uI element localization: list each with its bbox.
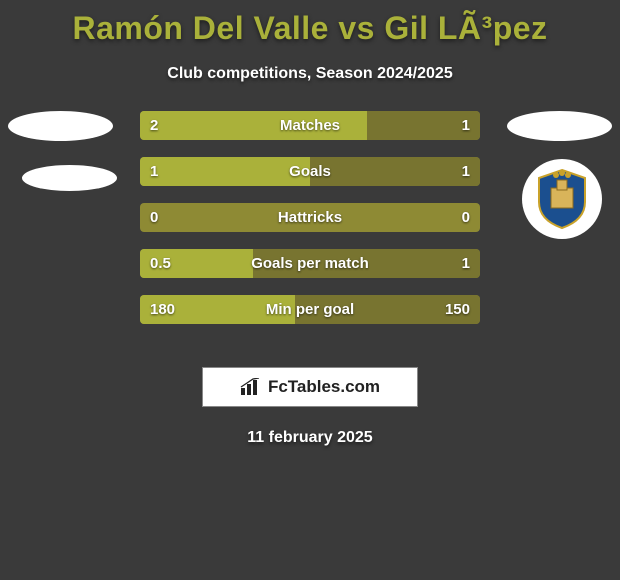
player-right-avatar [507, 111, 612, 141]
stat-row: 0.51Goals per match [140, 249, 480, 278]
bars-icon [240, 378, 262, 396]
stat-row: 21Matches [140, 111, 480, 140]
stat-label: Hattricks [140, 203, 480, 232]
stat-label: Goals per match [140, 249, 480, 278]
brand-box: FcTables.com [202, 367, 418, 407]
page-title: Ramón Del Valle vs Gil LÃ³pez [72, 10, 547, 47]
brand-text: FcTables.com [268, 377, 380, 397]
stat-label: Min per goal [140, 295, 480, 324]
stat-row: 00Hattricks [140, 203, 480, 232]
subtitle: Club competitions, Season 2024/2025 [167, 65, 452, 83]
stat-row: 180150Min per goal [140, 295, 480, 324]
club-left-logo [22, 165, 117, 191]
club-right-logo [522, 159, 602, 239]
player-left-avatar [8, 111, 113, 141]
page: Ramón Del Valle vs Gil LÃ³pez Club compe… [0, 0, 620, 580]
shield-icon [535, 168, 589, 230]
stat-label: Goals [140, 157, 480, 186]
stat-label: Matches [140, 111, 480, 140]
stat-row: 11Goals [140, 157, 480, 186]
stat-rows: 21Matches 11Goals 00Hattricks 0.51Goals per… [140, 111, 480, 324]
date-text: 11 february 2025 [247, 429, 372, 447]
